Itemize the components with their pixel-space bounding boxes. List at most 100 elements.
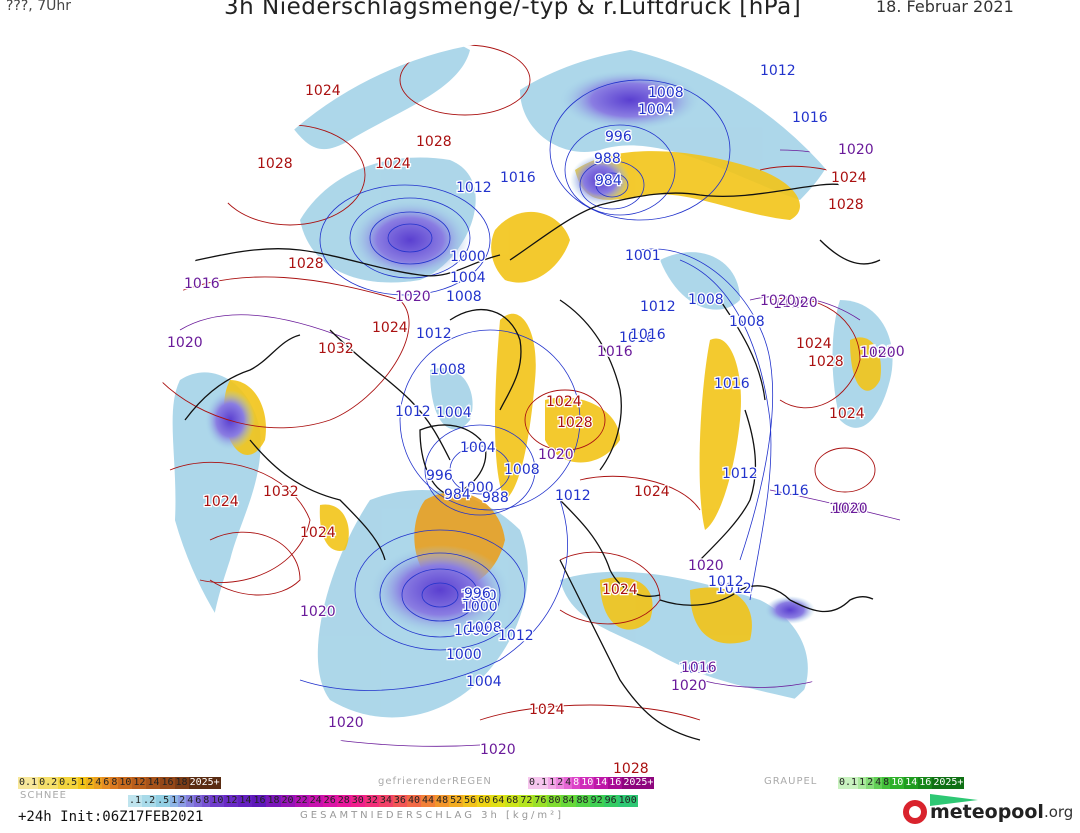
isobar-label-high: 1024 (300, 525, 336, 541)
isobar-label-mid: 1020 (860, 345, 896, 361)
legend-swatch: 0.2 (38, 777, 59, 789)
isobar-label-high: 1028 (416, 134, 452, 150)
graupel-legend-title: GRAUPEL (764, 776, 818, 787)
isobar-label-high: 1024 (546, 394, 582, 410)
legend-swatch: 2025+ (188, 777, 221, 789)
isobar-label-high: 1024 (829, 406, 865, 422)
isobar-label-mid: 1020 (300, 604, 336, 620)
legend-swatch: 72 (519, 795, 534, 807)
freezing-rain-legend-bar: 0.1 1 2 4 8 10 14 16 2025+ (528, 777, 655, 789)
legend-swatch: 2 (178, 795, 187, 807)
isobar-label-low: 1004 (638, 102, 674, 118)
isobar-label-high: 1028 (828, 197, 864, 213)
isobar-label-low: 1016 (619, 330, 655, 346)
legend-swatch: 16 (918, 777, 933, 789)
isobar-label-low: 1004 (450, 270, 486, 286)
isobar-label-mid: 1020 (480, 742, 516, 758)
legend-swatch: 2 (556, 777, 565, 789)
isobar-label-high: 1024 (529, 702, 565, 718)
legend-swatch: 32 (364, 795, 379, 807)
isobar-label-mid: 1016 (773, 296, 809, 312)
legend-swatch: 52 (449, 795, 464, 807)
legend-swatch: 2025+ (622, 777, 655, 789)
isobar-label-low: 1008 (454, 623, 490, 639)
isobar-label-low: 1012 (555, 488, 591, 504)
isobar-label-high: 1024 (831, 170, 867, 186)
isobar-label-low: 1000 (461, 588, 497, 604)
heavy-precipitation-cores (205, 70, 815, 635)
legend-swatch: 24 (308, 795, 323, 807)
total-precipitation-legend-bar: .1.2.5 1 2 4 6 8 10 12 14 16 18 20 22 24 26 28 30 32 34 36 4… (128, 795, 638, 807)
isobar-label-high: 1024 (203, 494, 239, 510)
logo-text: meteopool (930, 801, 1044, 823)
legend-swatch: 14 (238, 795, 253, 807)
isobar-label-mid: 1020 (869, 344, 905, 360)
legend-swatch: 4 (874, 777, 883, 789)
isobar-label-low: 1012 (416, 326, 452, 342)
isobar-label-mid: 1020 (688, 558, 724, 574)
isobar-label-low: 1008 (504, 462, 540, 478)
legend-arrow-icon (930, 794, 978, 806)
legend-swatch: 30 (350, 795, 365, 807)
legend-swatch: 10 (118, 777, 133, 789)
legend-swatch: 10 (580, 777, 595, 789)
high-pressure-isobars (160, 44, 881, 721)
legend-swatch: 88 (575, 795, 590, 807)
isobar-label-low: 1000 (458, 480, 494, 496)
isobar-label-low: 1004 (460, 440, 496, 456)
legend-swatch: 1 (170, 795, 179, 807)
isobar-label-low: 1008 (466, 620, 502, 636)
meteopool-logo[interactable]: meteopool .org (903, 800, 1073, 824)
isobar-label-low: 1004 (436, 405, 472, 421)
isobar-label-low: 1004 (466, 674, 502, 690)
snow-legend-title: SCHNEE (20, 790, 67, 801)
isobar-label-low: 996 (426, 468, 453, 484)
isobar-label-low: 1008 (446, 289, 482, 305)
logo-tld: .org (1043, 803, 1074, 821)
isobar-label-low: 1008 (729, 314, 765, 330)
legend-swatch: 44 (421, 795, 436, 807)
legend-swatch: 40 (406, 795, 421, 807)
isobar-label-high: 1028 (613, 761, 649, 777)
freezing-rain-legend-title: gefrierenderREGEN (378, 776, 492, 787)
legend-swatch: 2025+ (932, 777, 965, 789)
isobar-label-high: 1024 (375, 156, 411, 172)
isobar-label-low: 988 (482, 490, 509, 506)
isobar-label-low: 1016 (714, 376, 750, 392)
legend-swatch: 0.1 (528, 777, 549, 789)
legend-swatch: 48 (435, 795, 450, 807)
legend-swatch: 20 (280, 795, 295, 807)
isobar-label-low: 996 (464, 586, 491, 602)
isobar-label-low: 1016 (773, 483, 809, 499)
legend-swatch: 1 (78, 777, 87, 789)
legend-swatch: 12 (224, 795, 239, 807)
isobar-label-mid: 1020 (760, 293, 796, 309)
legend-swatch: 0.1 (838, 777, 859, 789)
isobar-label-high: 1032 (318, 341, 354, 357)
isobar-label-low: 1000 (446, 647, 482, 663)
legend-swatch: 80 (547, 795, 562, 807)
isobar-label-mid: 1020 (167, 335, 203, 351)
logo-icon (903, 800, 927, 824)
isobar-label-mid: 1020 (829, 501, 865, 517)
legend-swatch: 60 (477, 795, 492, 807)
isobar-label-high: 1024 (372, 320, 408, 336)
isobar-label-low: 1016 (792, 110, 828, 126)
model-time-label: ???, 7Uhr (6, 0, 71, 14)
legend-swatch: 2 (86, 777, 95, 789)
snow-legend-bar: 0.1 0.2 0.5 1 2 4 6 8 10 12 14 16 18 2025+ (18, 777, 221, 789)
legend-swatch: 1 (548, 777, 557, 789)
legend-swatch: 22 (294, 795, 309, 807)
legend-swatch: .1 (128, 795, 143, 807)
legend-swatch: 96 (603, 795, 618, 807)
legend-swatch: 16 (252, 795, 267, 807)
legend-swatch: .5 (156, 795, 171, 807)
legend-swatch: 4 (564, 777, 573, 789)
isobar-label-low: 1008 (430, 362, 466, 378)
legend-swatch: 28 (336, 795, 351, 807)
isobar-label-low: 984 (595, 173, 622, 189)
legend-swatch: 0.5 (58, 777, 79, 789)
isobar-label-low: 996 (605, 129, 632, 145)
legend-swatch: 8 (110, 777, 119, 789)
